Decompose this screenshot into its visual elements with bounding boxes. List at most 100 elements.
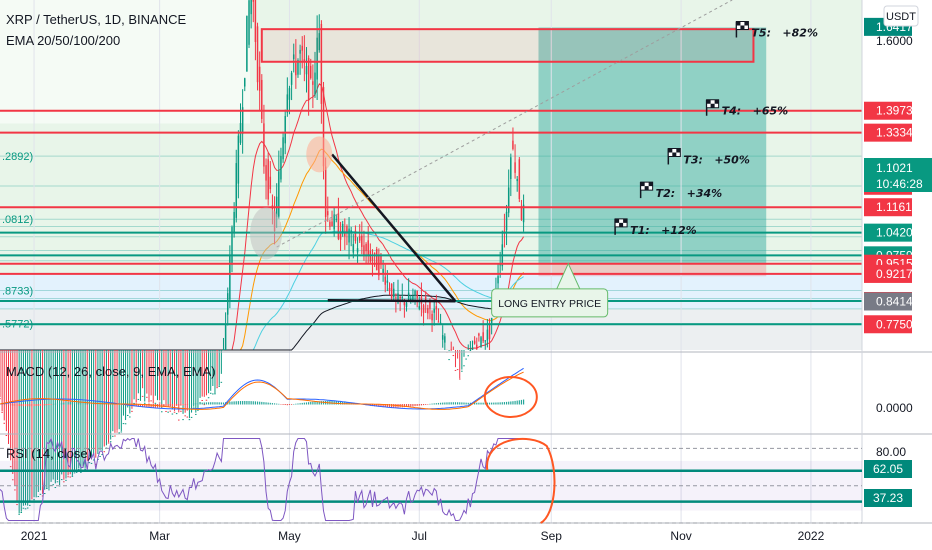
candle-body <box>212 393 214 395</box>
macd-histogram-bar <box>457 402 459 405</box>
flag-checker <box>668 148 681 157</box>
macd-histogram-bar <box>105 402 108 405</box>
candle-body <box>461 370 463 372</box>
candle-body <box>282 137 284 160</box>
candle-body <box>361 235 363 247</box>
candle-body <box>252 0 255 2</box>
candle-body <box>303 59 306 63</box>
macd-histogram-bar <box>188 403 191 405</box>
macd-histogram-bar <box>344 401 346 405</box>
price-label: 1.1161 <box>876 200 912 214</box>
highlight-ellipse <box>306 136 333 173</box>
macd-histogram-bar <box>412 404 414 407</box>
candle-body <box>222 349 225 351</box>
candle-body <box>331 221 333 227</box>
macd-histogram-bar <box>237 401 239 405</box>
candle-body <box>180 410 182 412</box>
candle-body <box>444 336 446 343</box>
candle-body <box>22 507 25 509</box>
macd-histogram-bar <box>56 403 59 405</box>
macd-histogram-bar <box>165 404 167 407</box>
candle-body <box>288 88 291 100</box>
macd-histogram-bar <box>33 404 35 407</box>
price-badge <box>864 264 912 283</box>
candle-body <box>150 400 152 402</box>
candle-body <box>126 414 129 416</box>
candle-body <box>401 296 404 298</box>
candle-body <box>339 232 342 240</box>
candle-body <box>214 393 216 395</box>
candle-body <box>305 66 308 75</box>
target-percent: +34% <box>687 187 723 200</box>
macd-histogram-bar <box>146 404 148 408</box>
candle-body <box>510 157 512 180</box>
candle-body <box>18 513 20 515</box>
candle-body <box>407 292 410 300</box>
macd-histogram-bar <box>339 401 342 405</box>
candle-body <box>378 256 380 276</box>
macd-histogram-bar <box>312 401 314 405</box>
time-axis[interactable]: 2021 Mar May Jul Sep Nov 2022 <box>21 529 825 543</box>
currency-button[interactable] <box>883 5 919 27</box>
macd-histogram-bar <box>97 401 99 405</box>
currency-label[interactable]: USDT <box>886 11 916 23</box>
macd-histogram-bar <box>299 403 301 405</box>
long-entry-callout: LONG ENTRY PRICE <box>491 262 609 318</box>
macd-title[interactable]: MACD (12, 26, close, 9, EMA, EMA) <box>6 364 216 379</box>
candle-body <box>344 232 346 237</box>
macd-histogram-bar <box>256 401 259 405</box>
macd-histogram-bar <box>265 402 267 405</box>
highlight-ellipse <box>250 207 283 260</box>
candle-body <box>75 471 78 473</box>
candle-body <box>465 358 467 360</box>
candle-body <box>29 504 31 506</box>
candle-body <box>322 87 325 167</box>
macd-histogram-bar <box>235 401 237 405</box>
blue-zone-background <box>0 274 862 309</box>
macd-histogram-bar <box>501 402 503 405</box>
candle-body <box>269 176 272 190</box>
macd-histogram-bar <box>316 401 318 405</box>
candle-body <box>371 256 374 261</box>
time-label: Mar <box>149 529 170 543</box>
target-5: T5: +82% <box>735 21 818 40</box>
candle-body <box>41 495 44 497</box>
macd-histogram-bar <box>246 400 248 405</box>
rsi-lo-badge <box>864 489 912 507</box>
candle-body <box>516 178 518 182</box>
macd-histogram-bar <box>193 403 195 405</box>
candle-body <box>452 355 455 357</box>
candle-body <box>352 244 355 253</box>
macd-histogram-bar <box>410 404 412 407</box>
macd-histogram-bar <box>22 404 25 407</box>
ema-indicator-title[interactable]: EMA 20/50/100/200 <box>6 33 120 48</box>
macd-histogram-bar <box>454 402 457 405</box>
rsi-title[interactable]: RSI (14, close) <box>6 446 92 461</box>
candle-body <box>358 236 361 241</box>
target-label: T1: <box>630 224 650 237</box>
macd-histogram-bar <box>67 402 69 405</box>
candle-body <box>412 296 414 300</box>
macd-histogram-bar <box>499 402 501 405</box>
candle-body <box>439 322 442 324</box>
candle-body <box>203 404 206 406</box>
macd-line <box>0 367 524 410</box>
candle-body <box>63 481 65 483</box>
symbol-title[interactable]: XRP / TetherUS, 1D, BINANCE <box>6 12 186 27</box>
target-percent: +12% <box>661 224 697 237</box>
macd-histogram-bar <box>505 401 508 405</box>
candle-body <box>267 159 269 200</box>
price-label: 0.9217 <box>876 267 913 281</box>
macd-histogram-bar <box>76 401 78 405</box>
candle-body <box>56 481 59 483</box>
macd-histogram-bar <box>244 400 246 405</box>
candle-body <box>1 411 3 413</box>
signal-line <box>0 371 524 410</box>
candle-body <box>458 378 461 380</box>
candle-body <box>433 308 435 313</box>
macd-histogram-bar <box>12 404 14 406</box>
candle-body <box>84 468 86 470</box>
macd-histogram-bar <box>416 404 418 406</box>
candle-body <box>33 499 35 501</box>
